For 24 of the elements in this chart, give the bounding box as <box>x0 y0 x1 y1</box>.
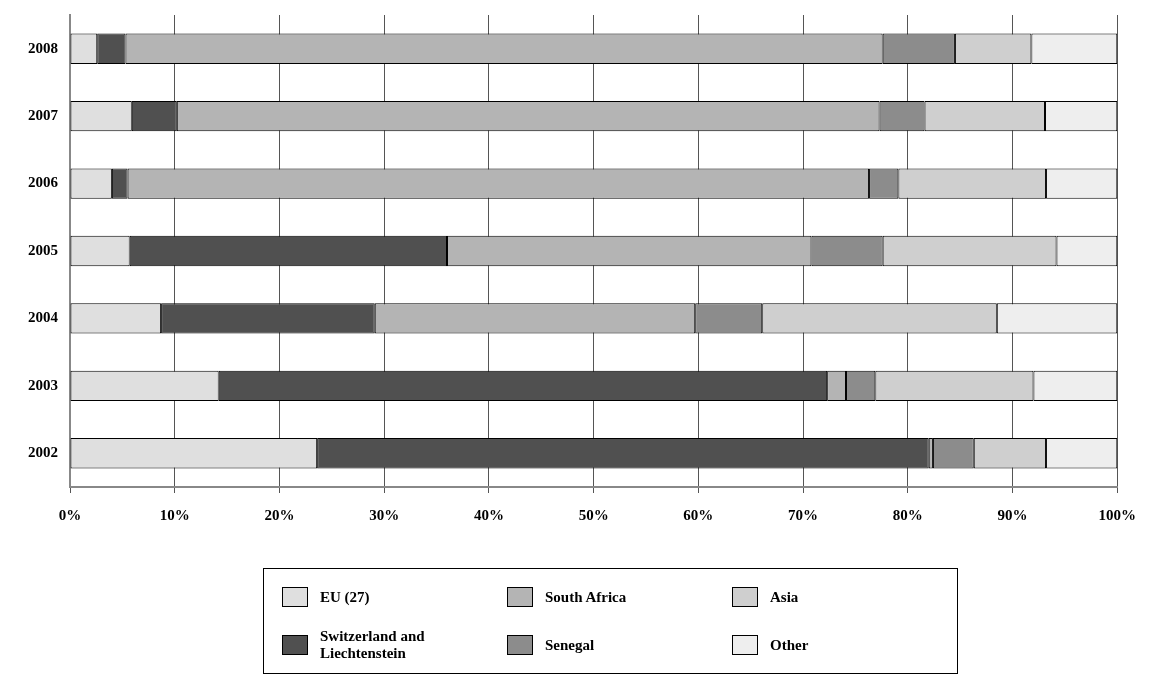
x-tick-label: 90% <box>997 506 1028 523</box>
x-tick-label: 20% <box>264 506 295 523</box>
x-tick-label: 50% <box>578 506 609 523</box>
legend-label: Asia <box>770 588 799 606</box>
legend-label: Senegal <box>545 636 595 654</box>
x-tick-label: 60% <box>683 506 714 523</box>
y-tick-label: 2004 <box>28 309 59 326</box>
y-tick-label: 2007 <box>28 107 59 124</box>
y-tick-label: 2006 <box>28 174 59 191</box>
x-tick-label: 30% <box>369 506 400 523</box>
legend-label: South Africa <box>545 588 627 606</box>
x-tick-label: 70% <box>788 506 819 523</box>
legend-label: EU (27) <box>320 588 370 606</box>
y-tick-label: 2008 <box>28 39 58 56</box>
y-tick-label: 2003 <box>28 376 58 393</box>
x-tick-label: 100% <box>1098 506 1136 523</box>
y-tick-label: 2005 <box>28 241 58 258</box>
x-tick-label: 0% <box>58 506 82 523</box>
x-tick-label: 40% <box>473 506 504 523</box>
y-tick-label: 2002 <box>28 444 58 461</box>
x-tick-label: 10% <box>159 506 190 523</box>
legend-label: Other <box>770 636 809 654</box>
legend-label: Switzerland and Liechtenstein <box>320 628 426 662</box>
x-tick-label: 80% <box>892 506 923 523</box>
